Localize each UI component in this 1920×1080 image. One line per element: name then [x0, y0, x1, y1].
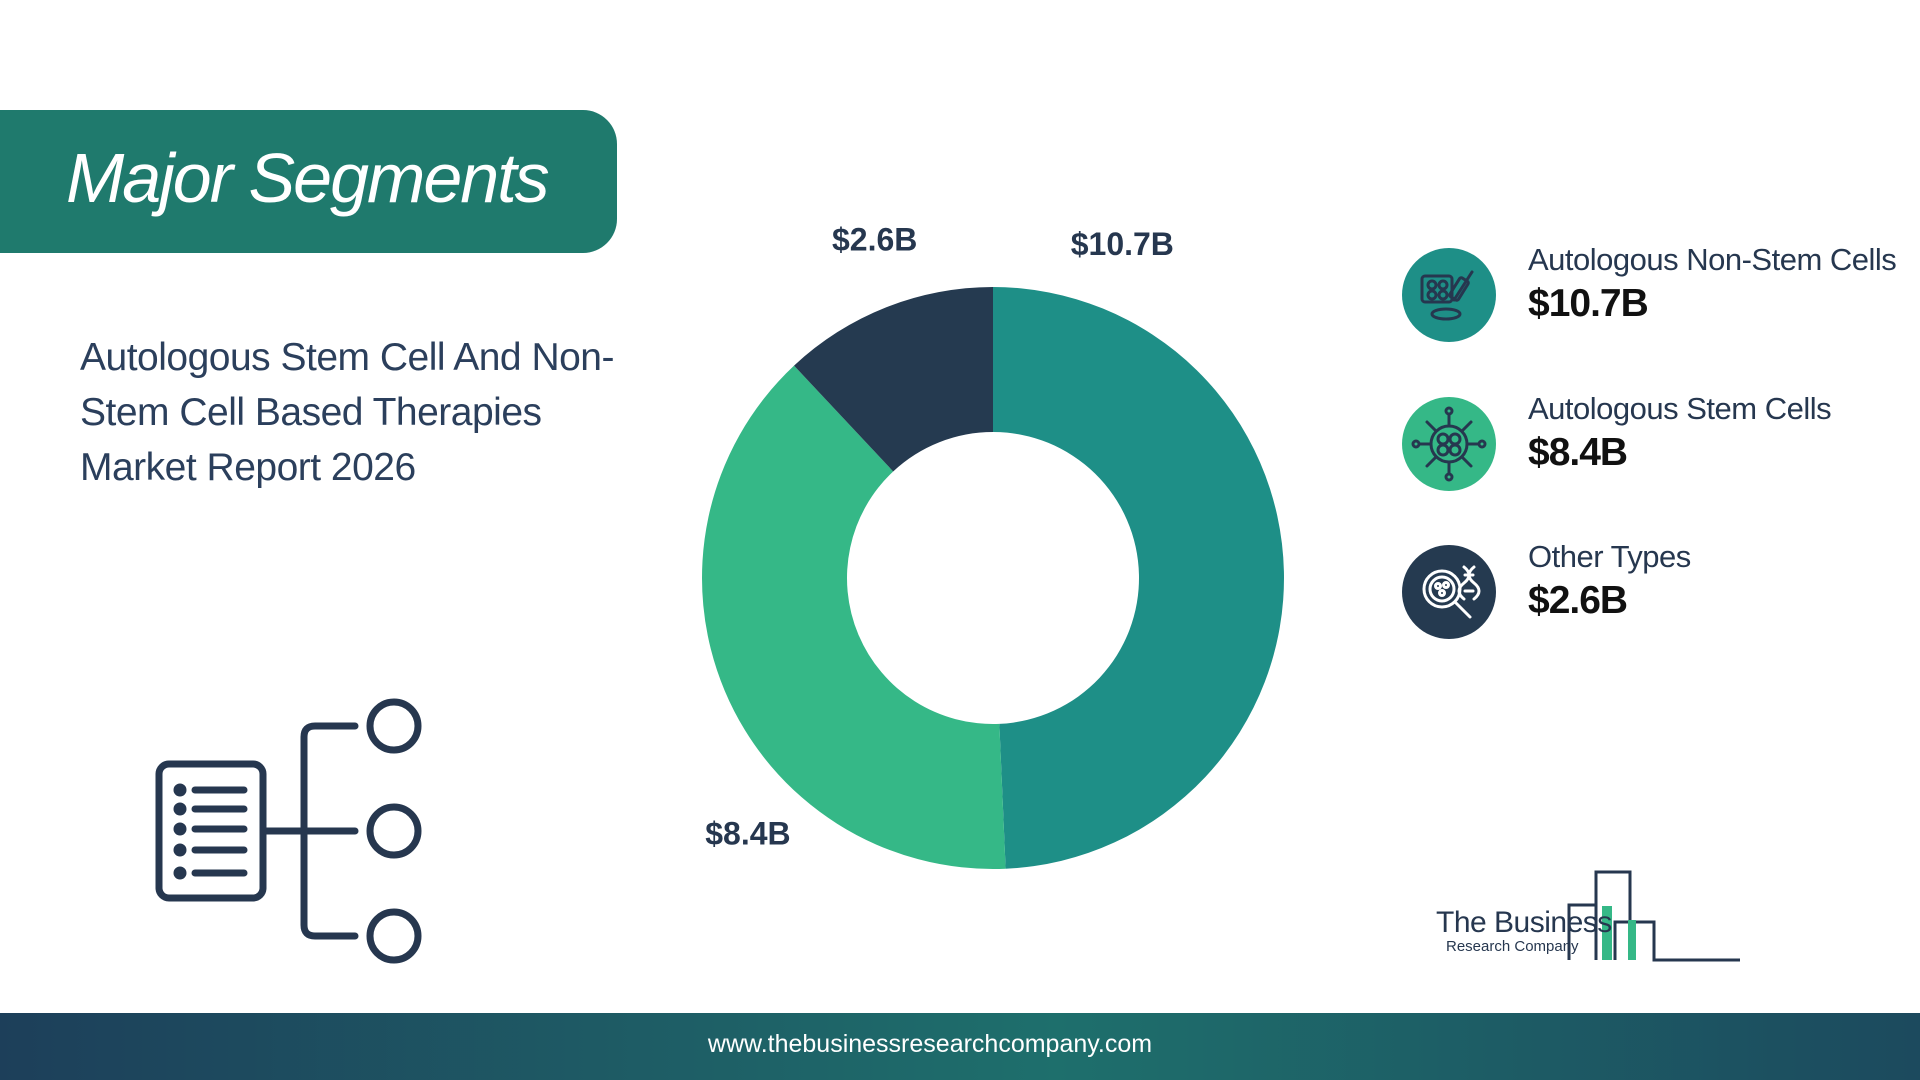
- data-label: $2.6B: [832, 222, 917, 258]
- cell-culture-icon: [1402, 248, 1496, 342]
- legend-label: Other Types: [1528, 539, 1691, 574]
- legend-value: $10.7B: [1528, 282, 1649, 325]
- donut-slice-autologous-non-stem-cells: [993, 287, 1285, 869]
- legend-value: $8.4B: [1528, 431, 1628, 474]
- buildings-icon: [1567, 870, 1740, 962]
- legend-value: $2.6B: [1528, 579, 1628, 622]
- brand-subtitle: Research Company: [1446, 938, 1579, 955]
- segment-hierarchy-icon: [155, 698, 422, 964]
- stem-cell-icon: [1402, 397, 1496, 491]
- footer-bar: www.thebusinessresearchcompany.com: [0, 1013, 1920, 1080]
- donut-slice-other-types: [794, 287, 993, 472]
- legend-item-autologous-stem-cells: Autologous Stem Cells $8.4B: [1402, 391, 1920, 497]
- data-label: $10.7B: [1071, 226, 1174, 262]
- donut-slice-autologous-stem-cells: [701, 365, 1006, 869]
- legend-label: Autologous Non-Stem Cells: [1528, 242, 1897, 277]
- microscope-dna-icon: [1402, 545, 1496, 639]
- brand-logo: The Business Research Company: [1430, 870, 1750, 970]
- legend-item-autologous-non-stem-cells: Autologous Non-Stem Cells $10.7B: [1402, 242, 1920, 348]
- header-banner: [0, 110, 617, 253]
- legend-item-other-types: Other Types $2.6B: [1402, 539, 1920, 645]
- legend-label: Autologous Stem Cells: [1528, 391, 1832, 426]
- report-title: Autologous Stem Cell And Non-Stem Cell B…: [80, 336, 614, 489]
- page-title: Major Segments: [66, 139, 550, 217]
- brand-name: The Business: [1436, 906, 1612, 939]
- data-label: $8.4B: [705, 816, 790, 852]
- website-link[interactable]: www.thebusinessresearchcompany.com: [707, 1030, 1153, 1058]
